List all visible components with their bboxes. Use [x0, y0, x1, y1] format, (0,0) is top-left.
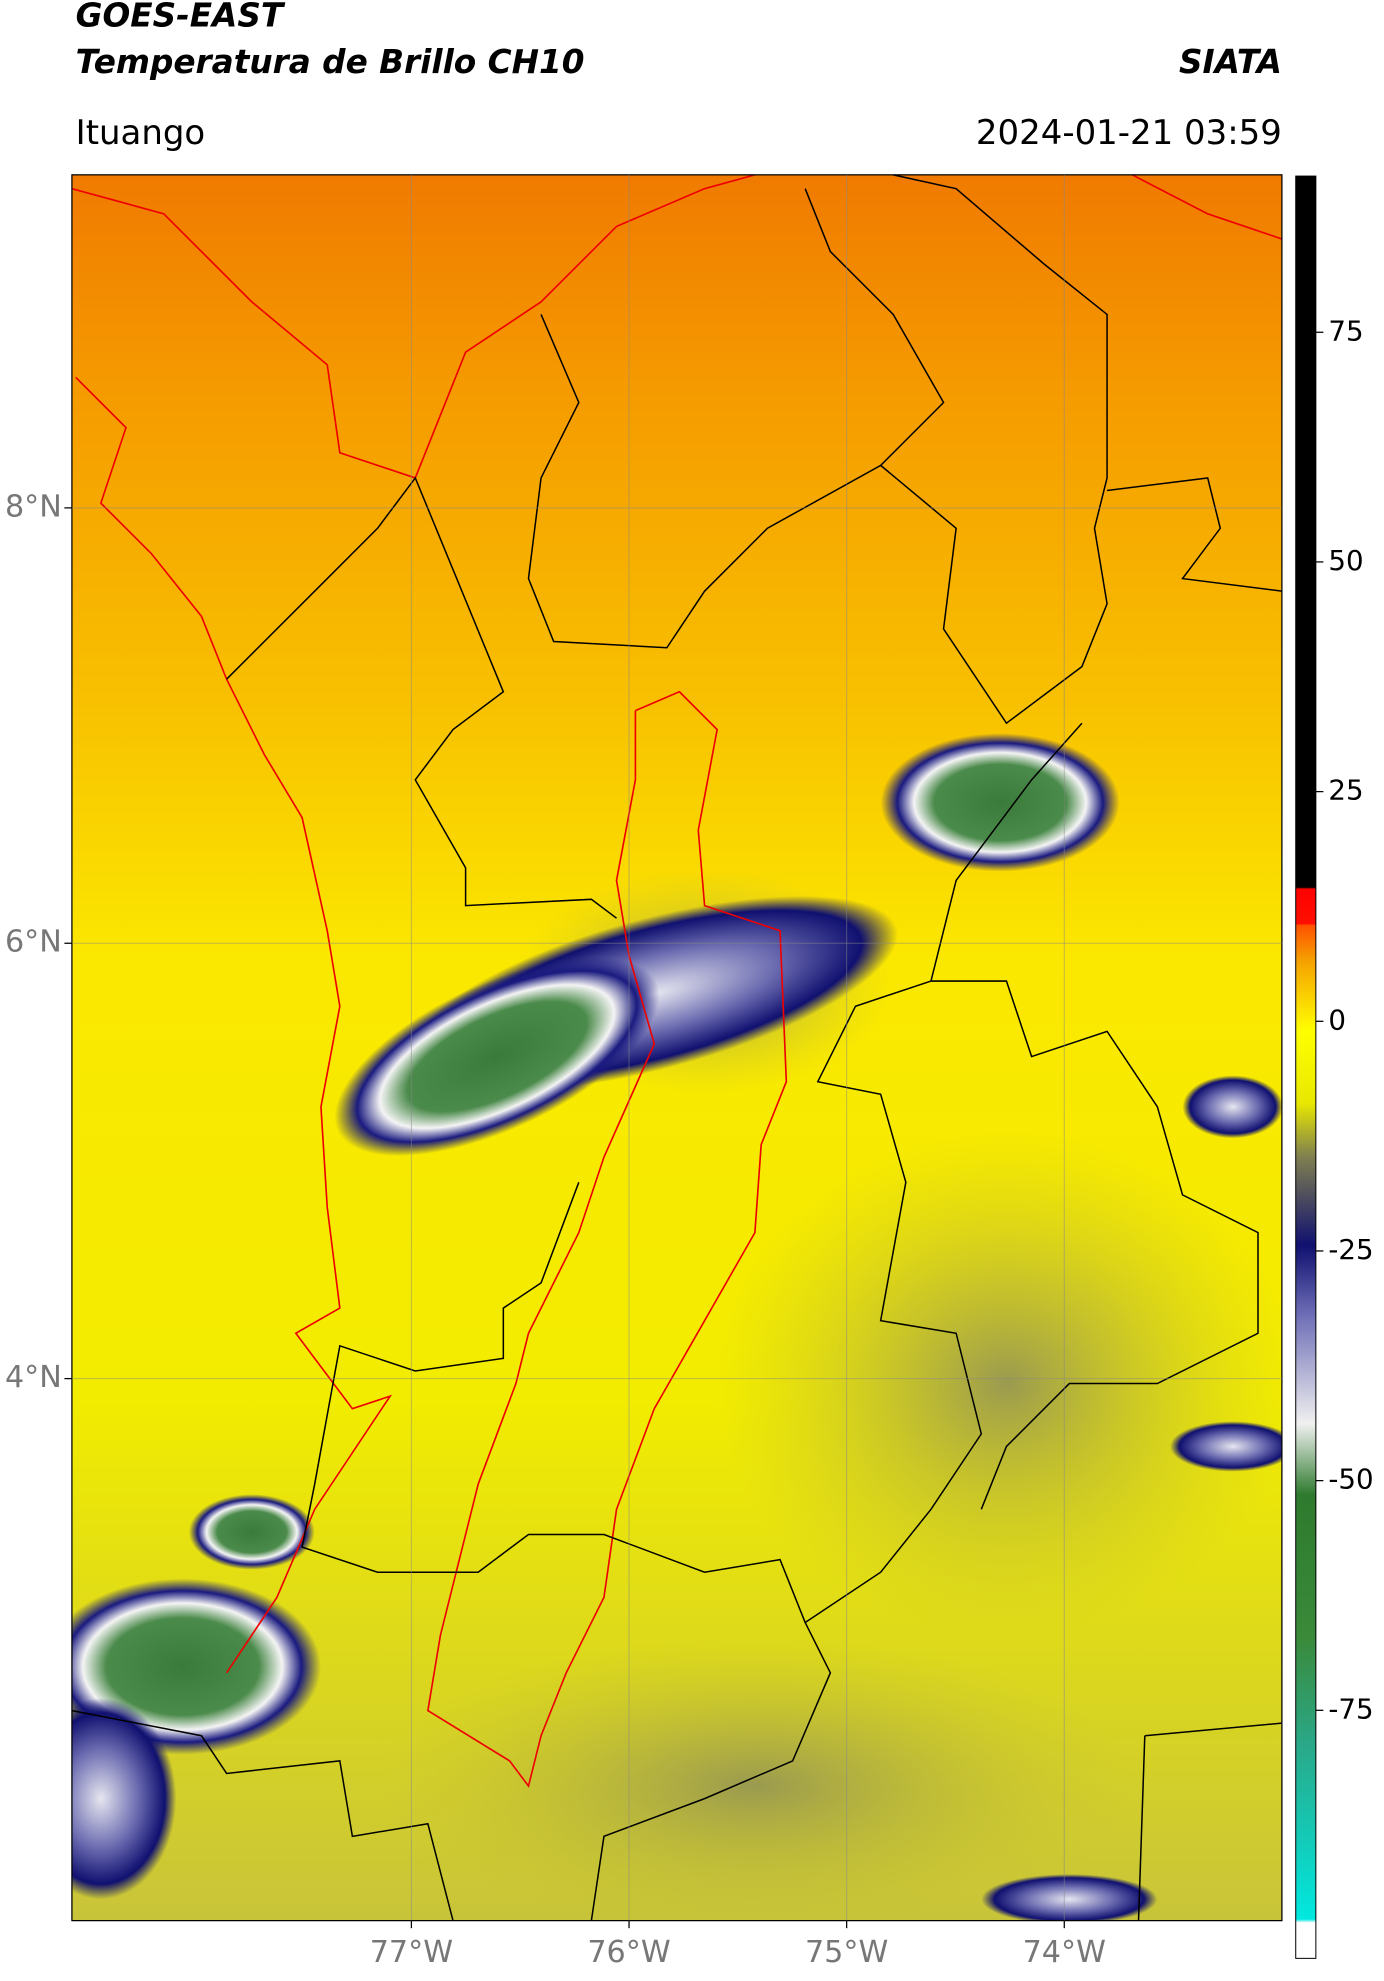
agency: SIATA [1179, 43, 1282, 81]
x-tick-label: 77°W [370, 1935, 453, 1970]
title: Temperatura de Brillo CH10 [76, 43, 585, 81]
colorbar-tick-label: -75 [1328, 1692, 1373, 1725]
colorbar-tick-label: 25 [1328, 774, 1363, 807]
x-tick-label: 75°W [805, 1935, 888, 1970]
map-frame [71, 174, 1283, 1922]
satellite-image [71, 174, 1282, 1921]
colorbar-tick-label: -50 [1328, 1463, 1373, 1496]
colorbar-tick-label: 50 [1328, 544, 1363, 577]
colorbar [1295, 175, 1317, 1959]
colorbar-tick-label: 0 [1328, 1003, 1346, 1036]
colorbar-tick-label: -25 [1328, 1233, 1373, 1266]
x-tick-label: 74°W [1023, 1935, 1106, 1970]
x-tick-label: 76°W [587, 1935, 670, 1970]
datetime: 2024-01-21 03:59 [976, 113, 1282, 153]
y-tick-label: 8°N [5, 489, 62, 524]
y-tick-label: 4°N [5, 1360, 62, 1395]
y-tick-label: 6°N [5, 925, 62, 960]
location: Ituango [76, 113, 206, 153]
colorbar-tick-label: 75 [1328, 314, 1363, 347]
title: GOES-EAST [76, 0, 286, 35]
